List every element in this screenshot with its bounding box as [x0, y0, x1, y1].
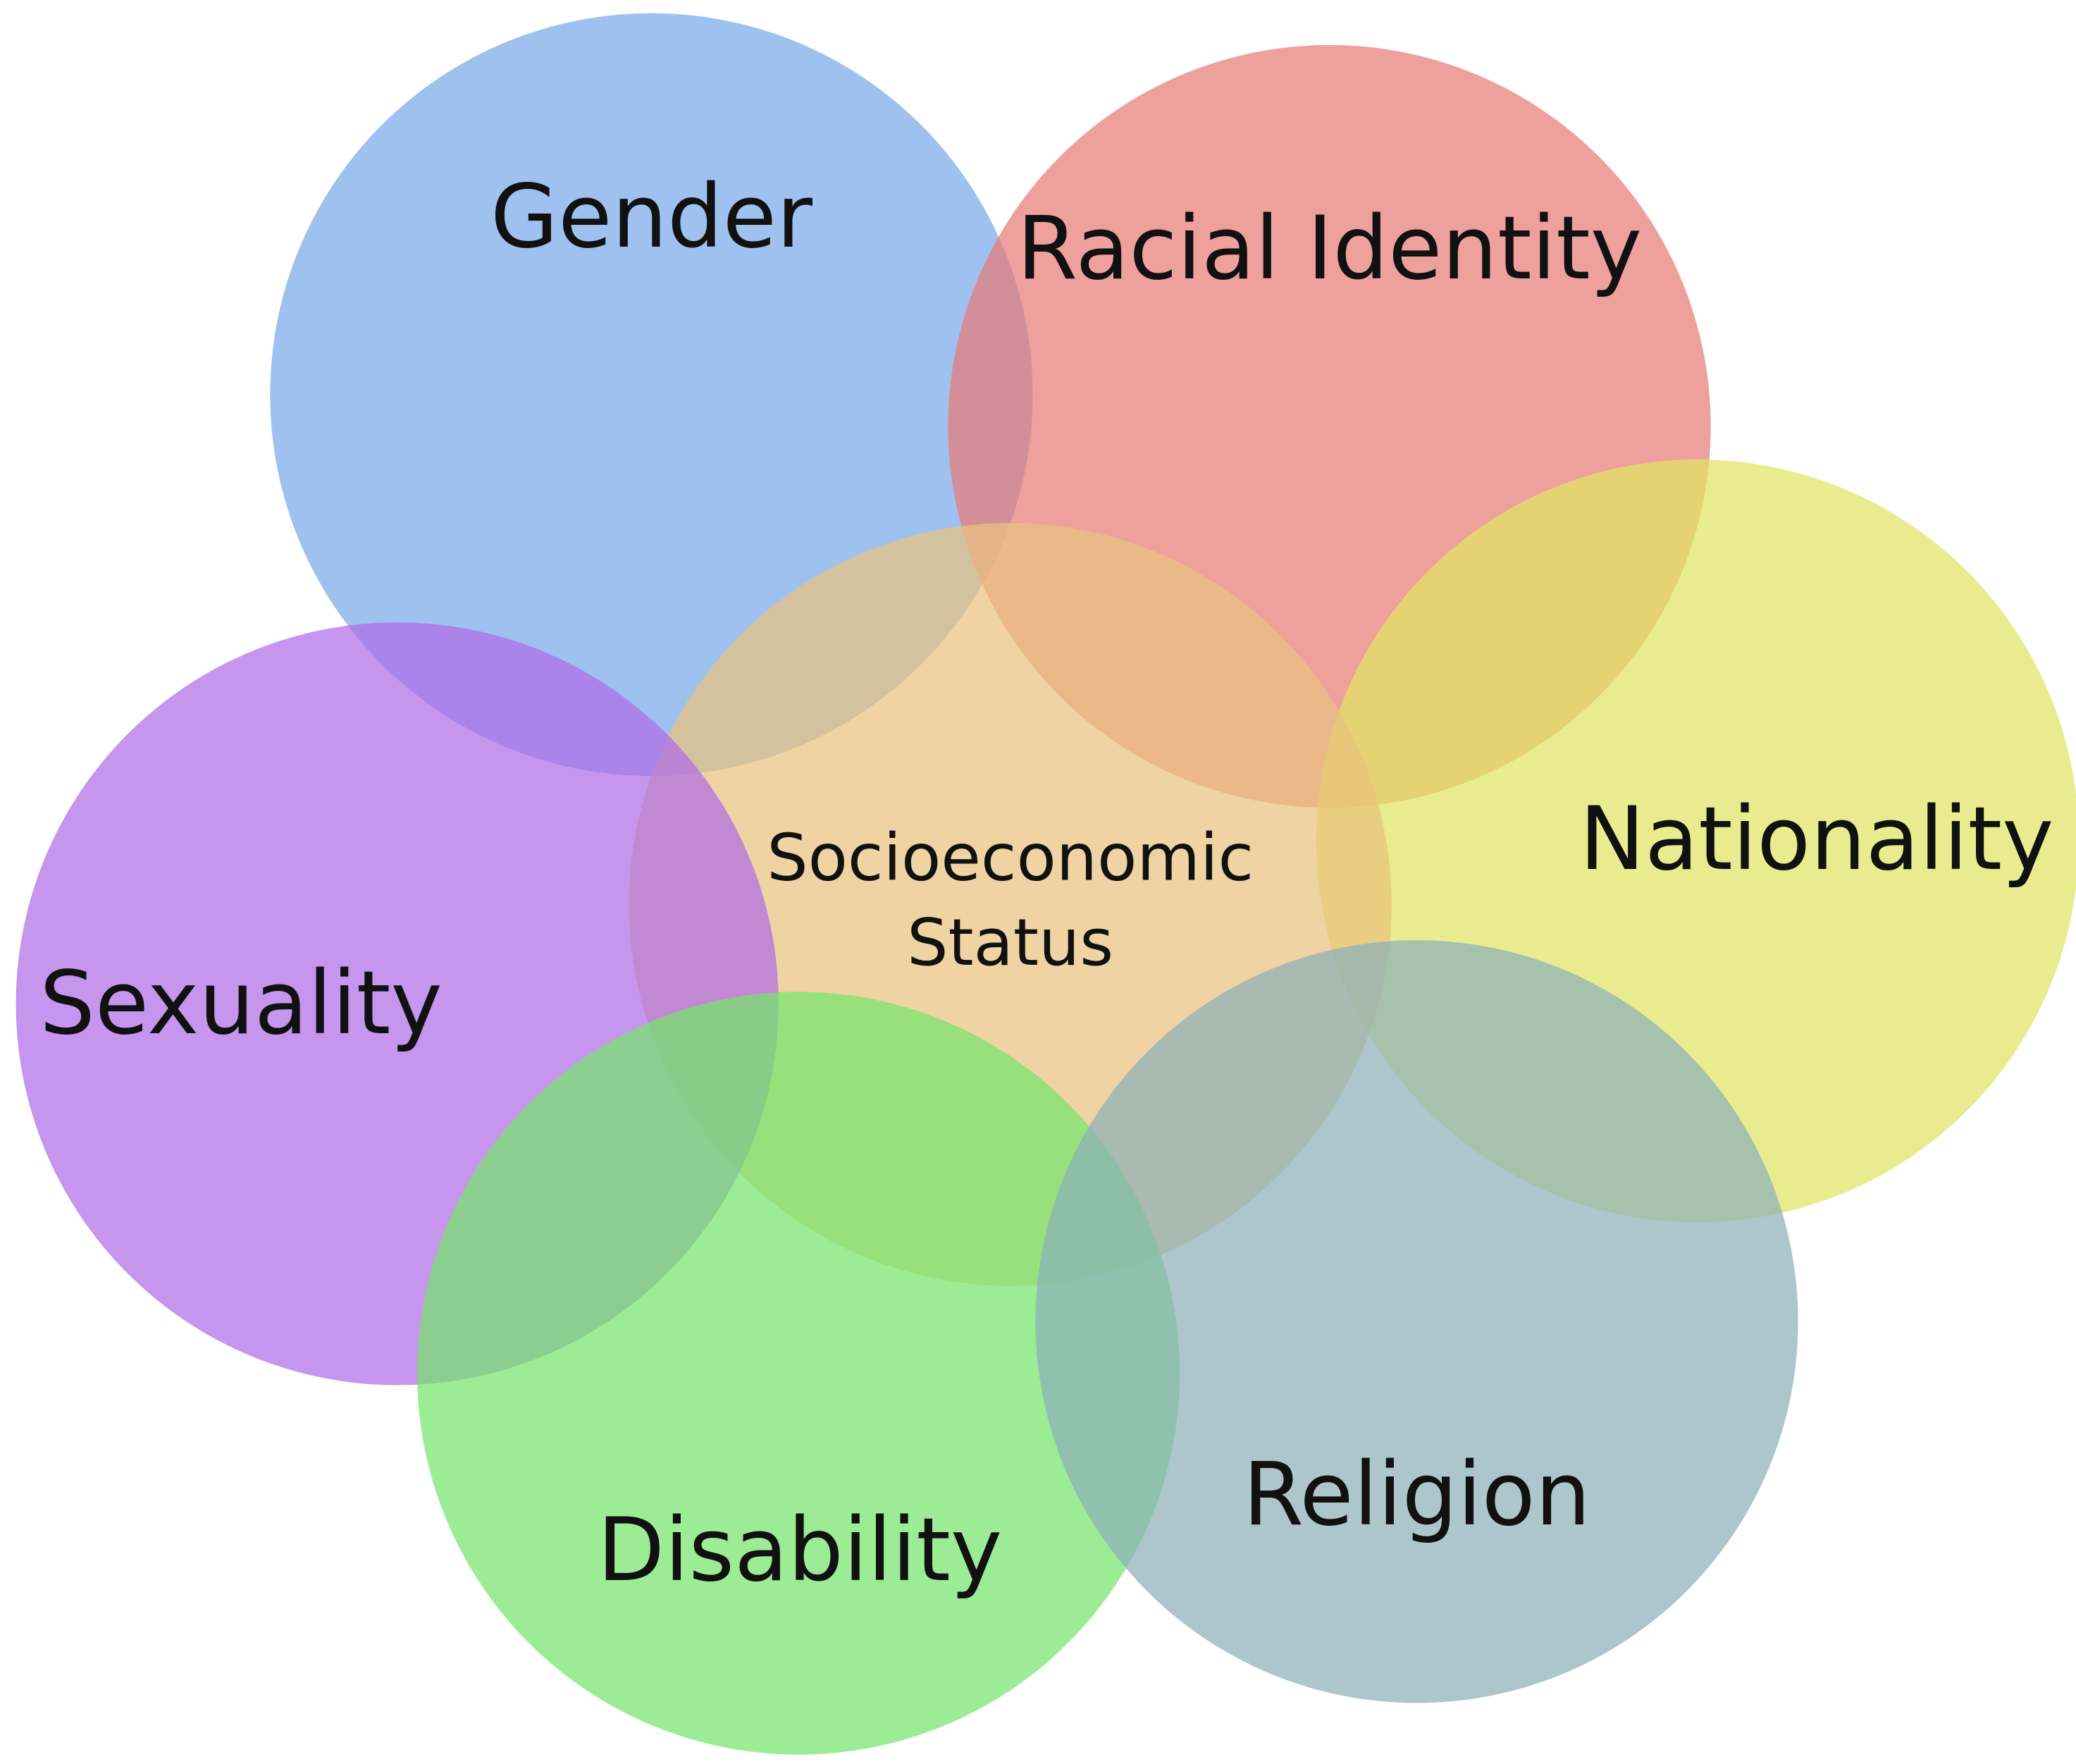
node-label: Religion — [1243, 1444, 1590, 1546]
circle — [1035, 940, 1798, 1703]
node-label: Status — [907, 905, 1113, 980]
node-label: Nationality — [1579, 789, 2053, 890]
node-label: Racial Identity — [1017, 198, 1642, 300]
circle — [416, 992, 1180, 1755]
node-label: Socioeconomic — [767, 820, 1254, 896]
node-label: Sexuality — [39, 953, 443, 1054]
node-label: Disability — [598, 1500, 1003, 1601]
node-label: Gender — [490, 166, 813, 268]
